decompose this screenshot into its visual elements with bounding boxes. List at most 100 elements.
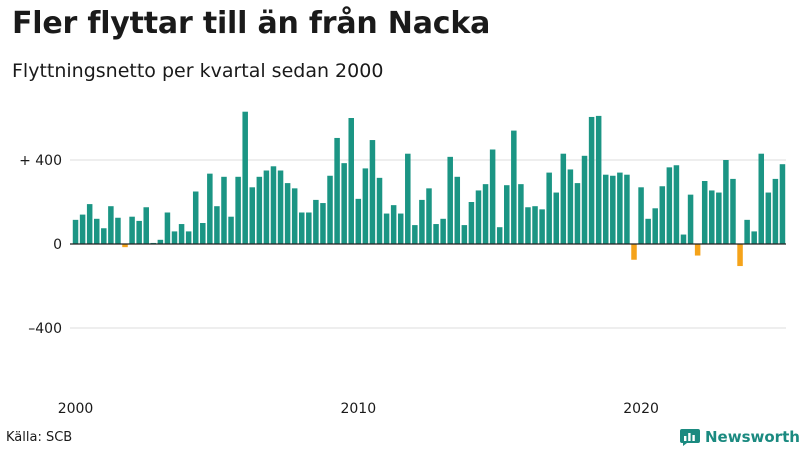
bar bbox=[730, 178, 736, 244]
bar bbox=[412, 225, 418, 244]
bar bbox=[694, 244, 701, 256]
bar bbox=[256, 176, 263, 244]
bar bbox=[518, 184, 524, 244]
bar bbox=[440, 218, 446, 244]
bar bbox=[638, 187, 644, 244]
bar bbox=[511, 130, 517, 244]
y-tick-label: + 400 bbox=[19, 153, 62, 169]
bar bbox=[235, 176, 241, 244]
bar bbox=[744, 219, 750, 244]
bar bbox=[122, 244, 128, 248]
bar bbox=[546, 172, 552, 244]
bar bbox=[461, 225, 468, 244]
chart-title: Fler flyttar till än från Nacka bbox=[12, 6, 491, 41]
bar bbox=[680, 234, 687, 244]
bar bbox=[334, 137, 340, 244]
bar bbox=[723, 160, 729, 244]
bar bbox=[129, 216, 135, 244]
bar bbox=[164, 212, 171, 244]
bar bbox=[185, 231, 192, 244]
bar bbox=[270, 166, 277, 244]
bar bbox=[320, 203, 326, 244]
bar bbox=[79, 214, 86, 244]
bar bbox=[327, 175, 333, 244]
chart-subtitle: Flyttningsnetto per kvartal sedan 2000 bbox=[12, 60, 384, 82]
bar bbox=[306, 212, 312, 244]
bar bbox=[376, 177, 383, 244]
bar bbox=[701, 181, 708, 244]
bar bbox=[574, 183, 581, 244]
bar bbox=[758, 153, 765, 244]
bar bbox=[504, 185, 510, 244]
bar bbox=[581, 155, 588, 244]
bar bbox=[532, 206, 538, 244]
bar bbox=[779, 164, 786, 244]
bar bbox=[539, 209, 545, 244]
bar bbox=[765, 192, 772, 244]
bar bbox=[553, 192, 559, 244]
bar bbox=[242, 111, 248, 244]
bar bbox=[525, 207, 531, 244]
bar bbox=[291, 188, 298, 244]
bar bbox=[192, 191, 199, 244]
bar bbox=[716, 192, 722, 244]
x-tick-label: 2020 bbox=[623, 401, 659, 417]
bar bbox=[751, 231, 757, 244]
bar bbox=[496, 227, 503, 244]
bar bbox=[207, 173, 213, 244]
bar bbox=[171, 231, 178, 244]
bar bbox=[362, 168, 369, 244]
bar bbox=[383, 213, 390, 244]
bar bbox=[341, 163, 347, 244]
bar bbox=[200, 223, 206, 244]
bar bbox=[277, 170, 284, 244]
bar bbox=[475, 190, 482, 244]
bar bbox=[101, 228, 107, 244]
bar bbox=[567, 169, 574, 244]
bar bbox=[86, 204, 93, 244]
x-tick-label: 2010 bbox=[340, 401, 376, 417]
bar bbox=[221, 176, 227, 244]
bar bbox=[115, 217, 121, 244]
bar bbox=[602, 174, 609, 244]
bar bbox=[157, 239, 164, 244]
bar bbox=[214, 206, 220, 244]
bar bbox=[447, 156, 453, 244]
bar bbox=[709, 190, 715, 244]
bar bbox=[645, 218, 651, 244]
bar bbox=[72, 219, 79, 244]
y-tick-label: –400 bbox=[28, 321, 62, 337]
bar bbox=[313, 199, 319, 244]
newsworthy-icon bbox=[680, 429, 700, 446]
bar bbox=[299, 212, 305, 244]
x-tick-label: 2000 bbox=[58, 401, 94, 417]
bar bbox=[143, 207, 149, 244]
bar bbox=[228, 216, 234, 244]
bar bbox=[178, 224, 185, 244]
bar bbox=[652, 208, 658, 244]
bar bbox=[108, 206, 114, 244]
bar bbox=[355, 198, 362, 244]
bar bbox=[390, 205, 397, 244]
bar bbox=[588, 116, 595, 244]
bar bbox=[136, 220, 142, 244]
bar bbox=[405, 153, 411, 244]
brand-logo: Newsworthy bbox=[680, 428, 800, 446]
bar bbox=[595, 115, 602, 245]
bar bbox=[560, 153, 567, 244]
bar bbox=[397, 213, 404, 244]
bar bbox=[263, 170, 270, 244]
bar bbox=[631, 244, 637, 260]
bar bbox=[433, 224, 439, 244]
bar bbox=[624, 174, 630, 244]
bar bbox=[482, 184, 489, 244]
brand-name: Newsworthy bbox=[705, 428, 800, 446]
bar bbox=[666, 167, 673, 244]
bar bbox=[93, 218, 100, 244]
bar bbox=[737, 244, 743, 267]
bar bbox=[249, 187, 256, 244]
bar bbox=[454, 176, 461, 244]
bar bbox=[369, 140, 376, 244]
bar bbox=[419, 199, 425, 244]
